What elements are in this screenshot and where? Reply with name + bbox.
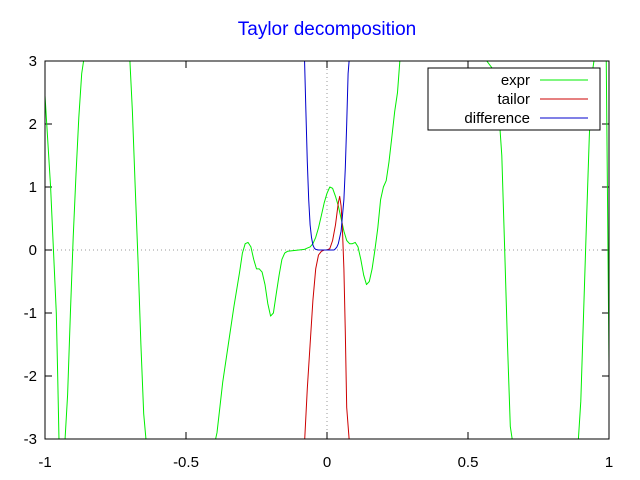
series-line-expr xyxy=(45,61,609,439)
legend-label-difference: difference xyxy=(464,110,530,127)
y-tick-label: 2 xyxy=(29,116,37,133)
series-layer xyxy=(45,61,609,439)
x-tick-label: -1 xyxy=(38,454,51,471)
legend-label-expr: expr xyxy=(501,72,530,89)
series-line-difference xyxy=(304,61,350,251)
y-tick-label: -2 xyxy=(24,368,37,385)
y-tick-label: -1 xyxy=(24,305,37,322)
y-tick-label: 3 xyxy=(29,53,37,70)
legend: expr tailor difference xyxy=(427,67,601,131)
y-tick-label: -3 xyxy=(24,431,37,448)
plot-frame xyxy=(44,60,610,440)
x-tick-label: 0 xyxy=(323,454,331,471)
x-tick-label: 0.5 xyxy=(458,454,479,471)
axes-layer: -1 -0.5 0 0.5 1 -3 -2 -1 0 1 2 3 xyxy=(24,53,614,471)
y-tick-label: 1 xyxy=(29,179,37,196)
legend-label-tailor: tailor xyxy=(497,91,530,108)
y-tick-label: 0 xyxy=(29,242,37,259)
x-tick-label: 1 xyxy=(605,454,613,471)
series-line-tailor xyxy=(304,195,350,439)
chart-title: Taylor decomposition xyxy=(238,19,416,40)
x-tick-label: -0.5 xyxy=(173,454,199,471)
